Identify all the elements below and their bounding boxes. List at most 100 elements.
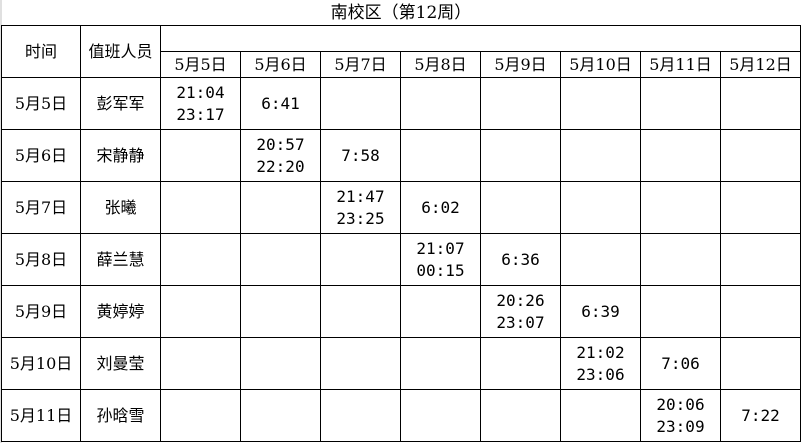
empty-cell[interactable]: [160, 389, 241, 442]
empty-cell[interactable]: [640, 77, 721, 130]
empty-cell[interactable]: [320, 389, 401, 442]
empty-cell[interactable]: [480, 129, 561, 182]
date-header[interactable]: 5月7日: [320, 51, 401, 78]
morning-time-cell[interactable]: 6:36: [480, 233, 561, 286]
row-date[interactable]: 5月9日: [1, 285, 81, 338]
end-time: 23:06: [576, 364, 625, 384]
date-header[interactable]: 5月10日: [560, 51, 641, 78]
end-time: 23:09: [656, 416, 705, 436]
row-date[interactable]: 5月5日: [1, 77, 81, 130]
row-date[interactable]: 5月11日: [1, 389, 81, 442]
evening-times-cell[interactable]: 20:26 23:07: [480, 285, 561, 338]
end-time: 00:15: [416, 260, 465, 280]
row-staff-name[interactable]: 刘曼莹: [80, 337, 161, 390]
empty-cell[interactable]: [720, 285, 801, 338]
empty-cell[interactable]: [160, 285, 241, 338]
row-staff-name[interactable]: 宋静静: [80, 129, 161, 182]
date-header[interactable]: 5月9日: [480, 51, 561, 78]
empty-cell[interactable]: [640, 181, 721, 234]
morning-time-cell[interactable]: 6:41: [240, 77, 321, 130]
table-row: 5月10日 刘曼莹 21:02 23:06 7:06: [1, 337, 801, 390]
evening-times-cell[interactable]: 20:57 22:20: [240, 129, 321, 182]
table-title[interactable]: 南校区（第12周）: [1, 0, 801, 26]
row-staff-name[interactable]: 张曦: [80, 181, 161, 234]
empty-cell[interactable]: [640, 233, 721, 286]
morning-time-cell[interactable]: 6:39: [560, 285, 641, 338]
header-blank[interactable]: [160, 25, 801, 52]
header-time[interactable]: 时间: [1, 25, 81, 78]
date-header[interactable]: 5月5日: [160, 51, 241, 78]
header-staff[interactable]: 值班人员: [80, 25, 161, 78]
empty-cell[interactable]: [240, 337, 321, 390]
table-row: 5月8日 薛兰慧 21:07 00:15 6:36: [1, 233, 801, 286]
row-date[interactable]: 5月8日: [1, 233, 81, 286]
date-header[interactable]: 5月8日: [400, 51, 481, 78]
row-staff-name[interactable]: 黄婷婷: [80, 285, 161, 338]
end-time: 23:17: [176, 104, 225, 124]
empty-cell[interactable]: [720, 77, 801, 130]
end-time: 23:25: [336, 208, 385, 228]
start-time: 21:02: [576, 342, 625, 362]
empty-cell[interactable]: [320, 77, 401, 130]
start-time: 20:26: [496, 290, 545, 310]
morning-time-cell[interactable]: 7:06: [640, 337, 721, 390]
empty-cell[interactable]: [720, 181, 801, 234]
morning-time-cell[interactable]: 6:02: [400, 181, 481, 234]
row-date[interactable]: 5月6日: [1, 129, 81, 182]
table-row: 5月6日 宋静静 20:57 22:20 7:58: [1, 129, 801, 182]
empty-cell[interactable]: [320, 285, 401, 338]
empty-cell[interactable]: [240, 181, 321, 234]
table-row: 5月11日 孙晗雪 20:06 23:09 7:22: [1, 389, 801, 442]
date-header[interactable]: 5月6日: [240, 51, 321, 78]
empty-cell[interactable]: [400, 129, 481, 182]
empty-cell[interactable]: [560, 389, 641, 442]
empty-cell[interactable]: [560, 129, 641, 182]
empty-cell[interactable]: [560, 77, 641, 130]
date-header[interactable]: 5月11日: [640, 51, 721, 78]
empty-cell[interactable]: [160, 233, 241, 286]
evening-times-cell[interactable]: 21:02 23:06: [560, 337, 641, 390]
evening-times-cell[interactable]: 21:47 23:25: [320, 181, 401, 234]
evening-times-cell[interactable]: 20:06 23:09: [640, 389, 721, 442]
empty-cell[interactable]: [160, 337, 241, 390]
empty-cell[interactable]: [720, 337, 801, 390]
empty-cell[interactable]: [240, 389, 321, 442]
empty-cell[interactable]: [560, 181, 641, 234]
row-date[interactable]: 5月7日: [1, 181, 81, 234]
empty-cell[interactable]: [160, 181, 241, 234]
empty-cell[interactable]: [320, 233, 401, 286]
empty-cell[interactable]: [320, 337, 401, 390]
start-time: 21:07: [416, 238, 465, 258]
row-staff-name[interactable]: 薛兰慧: [80, 233, 161, 286]
empty-cell[interactable]: [720, 233, 801, 286]
evening-times-cell[interactable]: 21:07 00:15: [400, 233, 481, 286]
empty-cell[interactable]: [640, 129, 721, 182]
morning-time-cell[interactable]: 7:22: [720, 389, 801, 442]
empty-cell[interactable]: [160, 129, 241, 182]
empty-cell[interactable]: [480, 337, 561, 390]
start-time: 21:04: [176, 82, 225, 102]
empty-cell[interactable]: [640, 285, 721, 338]
empty-cell[interactable]: [240, 233, 321, 286]
row-staff-name[interactable]: 彭军军: [80, 77, 161, 130]
empty-cell[interactable]: [480, 77, 561, 130]
date-header[interactable]: 5月12日: [720, 51, 801, 78]
table-row: 5月5日 彭军军 21:04 23:17 6:41: [1, 77, 801, 130]
empty-cell[interactable]: [480, 389, 561, 442]
empty-cell[interactable]: [240, 285, 321, 338]
empty-cell[interactable]: [400, 389, 481, 442]
empty-cell[interactable]: [400, 77, 481, 130]
empty-cell[interactable]: [720, 129, 801, 182]
start-time: 21:47: [336, 186, 385, 206]
row-date[interactable]: 5月10日: [1, 337, 81, 390]
evening-times-cell[interactable]: 21:04 23:17: [160, 77, 241, 130]
start-time: 20:06: [656, 394, 705, 414]
empty-cell[interactable]: [560, 233, 641, 286]
table-row: 5月7日 张曦 21:47 23:25 6:02: [1, 181, 801, 234]
empty-cell[interactable]: [480, 181, 561, 234]
row-staff-name[interactable]: 孙晗雪: [80, 389, 161, 442]
table-row: 5月9日 黄婷婷 20:26 23:07 6:39: [1, 285, 801, 338]
empty-cell[interactable]: [400, 337, 481, 390]
empty-cell[interactable]: [400, 285, 481, 338]
morning-time-cell[interactable]: 7:58: [320, 129, 401, 182]
